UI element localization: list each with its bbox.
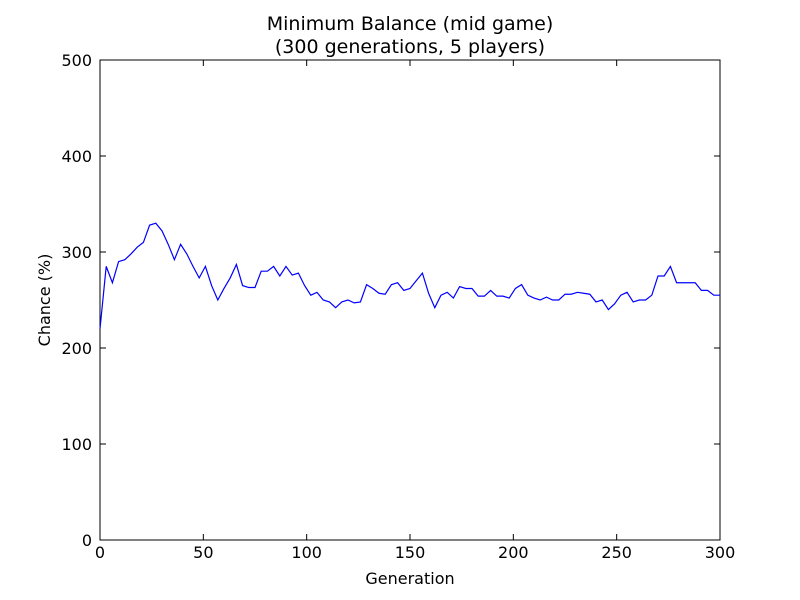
chart-subtitle: (300 generations, 5 players): [275, 36, 545, 58]
x-tick-label: 300: [705, 543, 736, 562]
data-line: [99, 222, 720, 329]
y-tick-label: 200: [61, 339, 92, 358]
y-tick-label: 400: [61, 147, 92, 166]
x-tick-label: 50: [193, 543, 213, 562]
x-axis-label: Generation: [365, 569, 454, 588]
x-tick-label: 0: [95, 543, 105, 562]
y-tick-label: 100: [61, 435, 92, 454]
y-tick-label: 500: [61, 51, 92, 70]
x-tick-label: 200: [498, 543, 529, 562]
y-tick-label: 0: [82, 531, 92, 550]
x-tick-label: 150: [395, 543, 426, 562]
y-tick-label: 300: [61, 243, 92, 262]
x-tick-label: 100: [291, 543, 322, 562]
y-axis-label: Chance (%): [35, 254, 54, 347]
chart-title: Minimum Balance (mid game): [267, 13, 554, 35]
x-tick-label: 250: [601, 543, 632, 562]
